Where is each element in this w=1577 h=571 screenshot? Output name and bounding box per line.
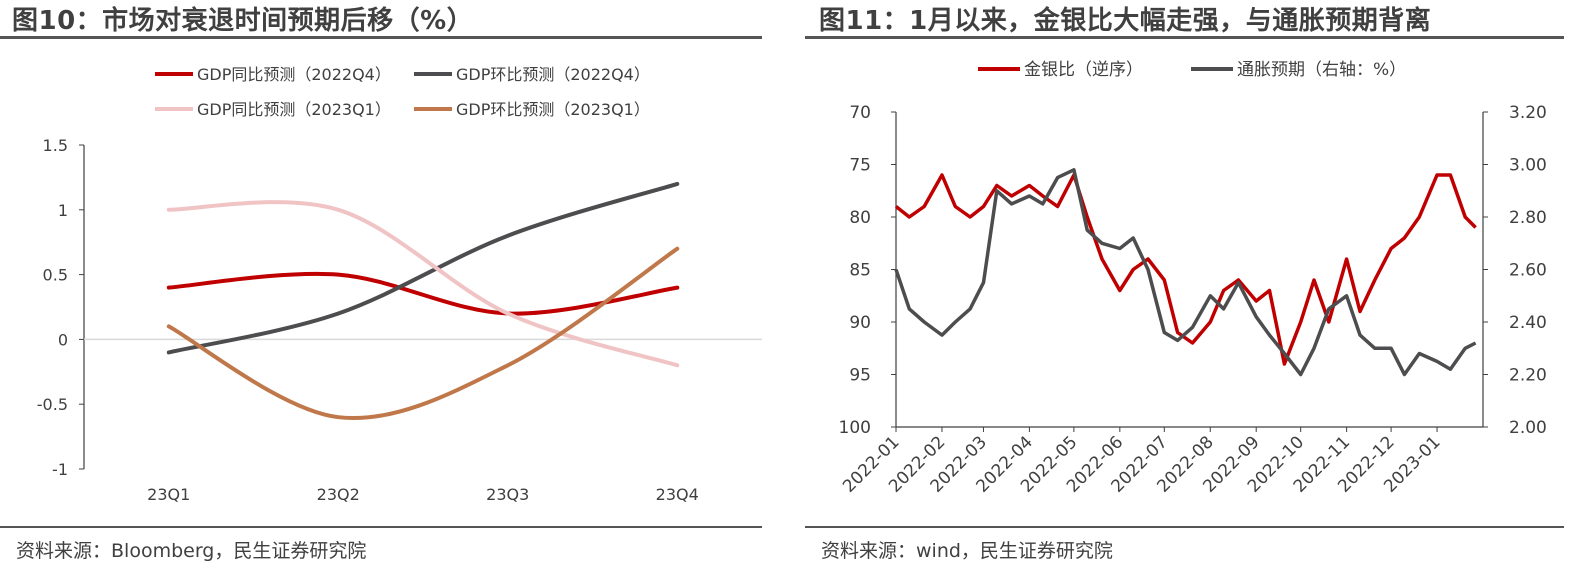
- x-tick-label: 23Q3: [486, 485, 529, 504]
- y-right-tick-label: 3.00: [1509, 156, 1547, 176]
- y-right-tick-label: 2.20: [1509, 366, 1547, 386]
- y-tick-label: 1.5: [43, 136, 68, 155]
- figure-11-title: 图11：1月以来，金银比大幅走强，与通胀预期背离: [819, 6, 1432, 36]
- figure-11-panel: 图11：1月以来，金银比大幅走强，与通胀预期背离 金银比（逆序） 通胀预期（右轴：…: [805, 0, 1577, 571]
- y-left-tick-label: 100: [839, 418, 871, 438]
- y-tick-label: 0.5: [43, 266, 68, 285]
- figure-10-title: 图10：市场对衰退时间预期后移（%）: [12, 6, 474, 36]
- y-left-tick-label: 80: [849, 208, 871, 228]
- figure-10-panel: 图10：市场对衰退时间预期后移（%） GDP同比预测（2022Q4） GDP环比预…: [0, 0, 770, 571]
- series-line-2: [894, 168, 1477, 377]
- y-right-tick-label: 2.00: [1509, 418, 1547, 438]
- y-left-tick-label: 75: [849, 156, 871, 176]
- figure-11-chart: 金银比（逆序） 通胀预期（右轴：%） 70 75 80 85 90 95 100 3.20 3.00…: [839, 60, 1547, 497]
- figure-11-top-rule: [805, 36, 1564, 39]
- y-right-tick-label: 2.80: [1509, 208, 1547, 228]
- y-tick-label: 1: [58, 201, 68, 220]
- y-tick-label: 0: [58, 330, 68, 349]
- y-left-tick-label: 70: [849, 103, 871, 123]
- legend-label-1: 金银比（逆序）: [1024, 60, 1143, 80]
- series-line-2: [166, 181, 680, 355]
- figure-10-top-rule: [0, 36, 762, 39]
- y-right-tick-label: 2.60: [1509, 261, 1547, 281]
- y-tick-label: -1: [52, 460, 68, 479]
- figure-11-bottom-rule: [805, 526, 1564, 528]
- series-line-4: [166, 246, 680, 421]
- series-line-3: [166, 200, 680, 368]
- x-tick-label: 23Q2: [317, 485, 360, 504]
- figure-11-source: 资料来源：wind，民生证券研究院: [821, 540, 1113, 562]
- y-left-tick-label: 85: [849, 261, 871, 281]
- y-tick-label: -0.5: [37, 395, 68, 414]
- series-line-1: [894, 173, 1477, 366]
- y-right-tick-label: 3.20: [1509, 103, 1547, 123]
- figure-10-bottom-rule: [0, 526, 762, 528]
- legend-label-2: 通胀预期（右轴：%）: [1237, 60, 1406, 80]
- y-left-tick-label: 90: [849, 313, 871, 333]
- legend-label-2: GDP环比预测（2022Q4）: [456, 65, 650, 84]
- figure-10-source: 资料来源：Bloomberg，民生证券研究院: [16, 540, 367, 562]
- legend-label-1: GDP同比预测（2022Q4）: [197, 65, 391, 84]
- legend-label-3: GDP同比预测（2023Q1）: [197, 100, 391, 119]
- y-right-tick-label: 2.40: [1509, 313, 1547, 333]
- x-tick-label: 23Q1: [147, 485, 190, 504]
- x-tick-label: 23Q4: [656, 485, 699, 504]
- y-left-tick-label: 95: [849, 366, 871, 386]
- figure-10-chart: GDP同比预测（2022Q4） GDP环比预测（2022Q4） GDP同比预测（20…: [37, 65, 762, 504]
- legend-label-4: GDP环比预测（2023Q1）: [456, 100, 650, 119]
